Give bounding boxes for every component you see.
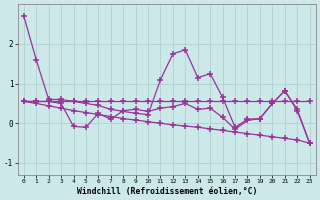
X-axis label: Windchill (Refroidissement éolien,°C): Windchill (Refroidissement éolien,°C) — [76, 187, 257, 196]
